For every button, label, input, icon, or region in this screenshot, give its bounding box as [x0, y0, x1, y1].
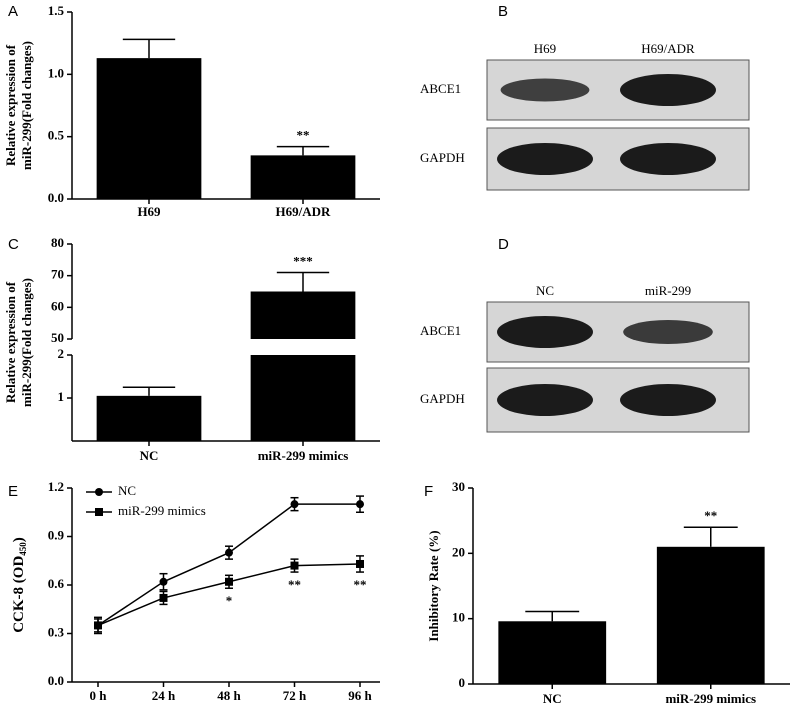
legend-label: NC	[118, 483, 136, 498]
lane-label: H69/ADR	[641, 41, 695, 56]
y-axis-label: miR-299(Fold changes)	[19, 41, 34, 170]
y-axis-label: Relative expression of	[3, 44, 18, 166]
lane-label: miR-299	[645, 283, 691, 298]
y-axis-label-sub: 450	[18, 542, 28, 556]
panel-letter: F	[424, 483, 433, 500]
x-tick-label: 96 h	[348, 688, 372, 703]
y-tick-label: 20	[452, 544, 465, 559]
y-axis-label: CCK-8 (OD450)	[11, 537, 28, 633]
y-tick-label: 0.0	[48, 673, 64, 688]
x-tick-label: H69/ADR	[276, 204, 332, 219]
x-tick-label: NC	[543, 691, 562, 706]
x-tick-label: miR-299 mimics	[665, 691, 756, 706]
y-tick-label: 0	[459, 675, 466, 690]
blot-band	[620, 74, 716, 106]
x-tick-label: 24 h	[152, 688, 176, 703]
y-tick-label: 1.0	[48, 65, 64, 80]
row-label: GAPDH	[420, 391, 465, 406]
y-axis-label: Inhibitory Rate (%)	[426, 530, 441, 641]
marker	[159, 593, 168, 602]
marker	[159, 577, 168, 586]
marker	[290, 561, 299, 570]
x-tick-label: NC	[140, 448, 159, 463]
significance: ***	[293, 253, 313, 268]
bar	[498, 621, 607, 684]
row-label: GAPDH	[420, 150, 465, 165]
significance: **	[354, 577, 367, 592]
y-tick-label: 1.5	[48, 3, 65, 18]
panel-letter: D	[498, 236, 509, 253]
x-tick-label: 72 h	[283, 688, 307, 703]
x-tick-label: miR-299 mimics	[258, 448, 349, 463]
marker	[356, 559, 364, 568]
marker	[356, 500, 364, 509]
y-tick-label: 10	[452, 610, 465, 625]
legend-label: miR-299 mimics	[118, 503, 206, 518]
row-label: ABCE1	[420, 81, 461, 96]
significance: **	[704, 508, 717, 523]
bar	[96, 395, 202, 441]
panel-letter: C	[8, 236, 19, 253]
y-tick-label: 70	[51, 267, 64, 282]
legend-marker	[95, 488, 103, 496]
y-tick-label: 0.9	[48, 527, 65, 542]
blot-band	[497, 316, 593, 348]
x-tick-label: H69	[137, 204, 161, 219]
legend-marker	[95, 508, 103, 516]
bar	[250, 291, 356, 339]
blot-band	[620, 384, 716, 416]
bar	[96, 58, 202, 200]
y-tick-label: 50	[51, 330, 64, 345]
marker	[225, 577, 233, 586]
bar	[656, 546, 765, 684]
lane-label: H69	[534, 41, 556, 56]
blot-band	[620, 143, 716, 175]
y-tick-label: 1.2	[48, 479, 64, 494]
y-tick-label: 0.5	[48, 128, 65, 143]
y-tick-label: 0.3	[48, 624, 65, 639]
bar	[250, 155, 356, 199]
y-axis-label: Relative expression of	[3, 281, 18, 403]
marker	[290, 500, 299, 509]
y-axis-label-main: CCK-8 (OD	[11, 556, 27, 633]
y-axis-label-end: )	[11, 537, 27, 542]
y-tick-label: 0.6	[48, 576, 65, 591]
blot-band	[623, 320, 713, 344]
blot-band	[497, 143, 593, 175]
bar	[250, 355, 356, 441]
y-tick-label: 60	[51, 298, 64, 313]
y-tick-label: 30	[452, 479, 465, 494]
y-axis-label: miR-299(Fold changes)	[19, 278, 34, 407]
y-tick-label: 1	[58, 389, 65, 404]
lane-label: NC	[536, 283, 554, 298]
y-tick-label: 2	[58, 346, 65, 361]
significance: **	[297, 128, 310, 143]
significance: **	[288, 577, 301, 592]
blot-band	[500, 78, 590, 102]
panel-letter: A	[8, 3, 18, 20]
y-tick-label: 0.0	[48, 190, 64, 205]
panel-letter: E	[8, 483, 18, 500]
panel-letter: B	[498, 3, 508, 20]
row-label: ABCE1	[420, 323, 461, 338]
blot-band	[497, 384, 593, 416]
y-tick-label: 80	[51, 235, 64, 250]
x-tick-label: 48 h	[217, 688, 241, 703]
marker	[225, 548, 233, 557]
significance: *	[226, 593, 233, 608]
marker	[94, 621, 102, 630]
x-tick-label: 0 h	[90, 688, 108, 703]
